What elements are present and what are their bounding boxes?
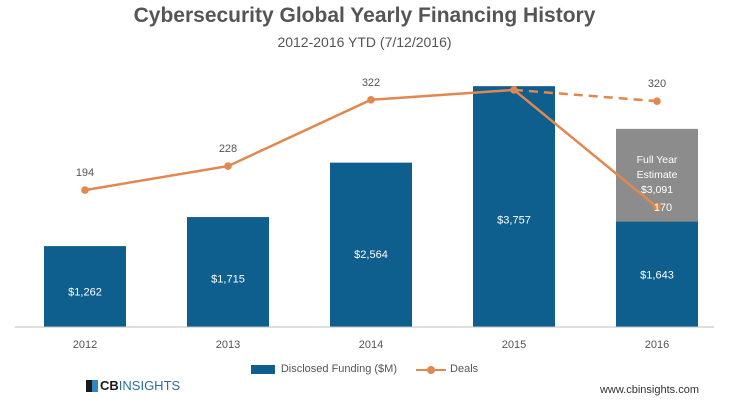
deals-point-2012 bbox=[81, 186, 89, 194]
bar-2014 bbox=[330, 162, 412, 327]
chart-title: Cybersecurity Global Yearly Financing Hi… bbox=[133, 4, 596, 27]
bar-label-2012: $1,262 bbox=[68, 287, 102, 299]
legend-swatch-funding bbox=[250, 364, 275, 374]
legend-line-deals bbox=[416, 365, 447, 374]
legend-item-funding: Disclosed Funding ($M) bbox=[250, 363, 397, 375]
deals-estimate-label: 320 bbox=[648, 78, 666, 90]
x-tick-label-2015: 2015 bbox=[502, 339, 526, 351]
deals-label-2014: 322 bbox=[362, 77, 380, 89]
deals-point-2013 bbox=[224, 162, 232, 170]
deals-label-2012: 194 bbox=[76, 167, 94, 179]
deals-estimate-point bbox=[653, 97, 661, 105]
bar-label-2014: $2,564 bbox=[354, 249, 388, 261]
chart-subtitle: 2012-2016 YTD (7/12/2016) bbox=[277, 34, 452, 50]
deals-label-2013: 228 bbox=[219, 143, 237, 155]
x-tick-label-2012: 2012 bbox=[73, 339, 97, 351]
bar-2016 bbox=[616, 221, 698, 327]
deals-point-2014 bbox=[367, 95, 375, 104]
source-url: www.cbinsights.com bbox=[599, 384, 699, 396]
bar-label-2016: $1,643 bbox=[640, 270, 674, 282]
legend-label-funding: Disclosed Funding ($M) bbox=[280, 363, 397, 375]
cbinsights-logo-icon bbox=[86, 379, 98, 392]
bar-label-2015: $3,757 bbox=[497, 215, 531, 227]
deals-label-2016: 170 bbox=[654, 202, 672, 214]
logo-text-cb: CB bbox=[100, 378, 119, 393]
deals-label-2015: 336 bbox=[505, 71, 523, 83]
bar-label-2013: $1,715 bbox=[211, 274, 245, 286]
bar-2015 bbox=[473, 86, 555, 328]
chart-legend: Disclosed Funding ($M) Deals bbox=[0, 363, 729, 377]
bar-2013 bbox=[187, 217, 269, 327]
bar-2012 bbox=[44, 246, 126, 327]
deals-point-2016 bbox=[653, 203, 661, 211]
x-tick-label-2014: 2014 bbox=[359, 339, 383, 351]
estimate-label-line-2: Estimate bbox=[637, 169, 678, 181]
estimate-label-line-1: Full Year bbox=[637, 154, 678, 166]
logo-text-insights: INSIGHTS bbox=[118, 378, 181, 393]
deals-point-2015 bbox=[510, 86, 518, 94]
estimate-label-line-3: $3,091 bbox=[641, 184, 673, 196]
x-tick-label-2013: 2013 bbox=[216, 339, 240, 351]
cbinsights-logo: CB INSIGHTS bbox=[86, 378, 180, 393]
deals-estimate-dashed-line bbox=[513, 88, 658, 103]
legend-label-deals: Deals bbox=[450, 363, 479, 375]
x-tick-label-2016: 2016 bbox=[645, 339, 669, 351]
legend-item-deals: Deals bbox=[416, 363, 478, 375]
